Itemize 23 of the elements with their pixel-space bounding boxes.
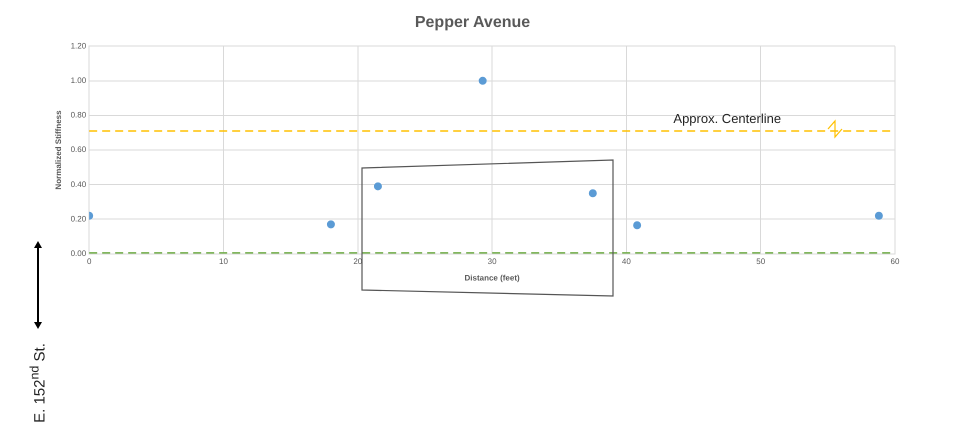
y-tick-label: 0.60 — [70, 145, 87, 154]
point — [633, 221, 642, 230]
x-tick-label: 0 — [86, 256, 92, 266]
x-tick-label: 50 — [756, 256, 766, 266]
y-tick-label: 1.00 — [70, 76, 87, 86]
point — [326, 220, 335, 228]
point — [588, 189, 597, 198]
ref-line-label: Approx. Centerline — [673, 111, 782, 126]
point — [478, 76, 487, 85]
x-tick-label: 40 — [622, 256, 632, 266]
y-tick-label: 0.80 — [70, 110, 87, 120]
y-tick-label: 0.40 — [70, 180, 87, 189]
y-tick-label: 0.20 — [70, 214, 87, 224]
y-axis-title: Normalized Stiffness — [54, 110, 64, 190]
x-tick-label: 10 — [219, 256, 228, 266]
x-tick-label: 60 — [890, 256, 900, 266]
chart-title: Pepper Avenue — [414, 14, 530, 32]
y-tick-label: 1.20 — [70, 41, 87, 50]
y-tick-label: 0.00 — [70, 249, 87, 258]
point — [874, 212, 883, 220]
x-tick-label: 30 — [488, 256, 498, 266]
x-axis-title: Distance (feet) — [464, 273, 520, 282]
point — [374, 182, 382, 190]
